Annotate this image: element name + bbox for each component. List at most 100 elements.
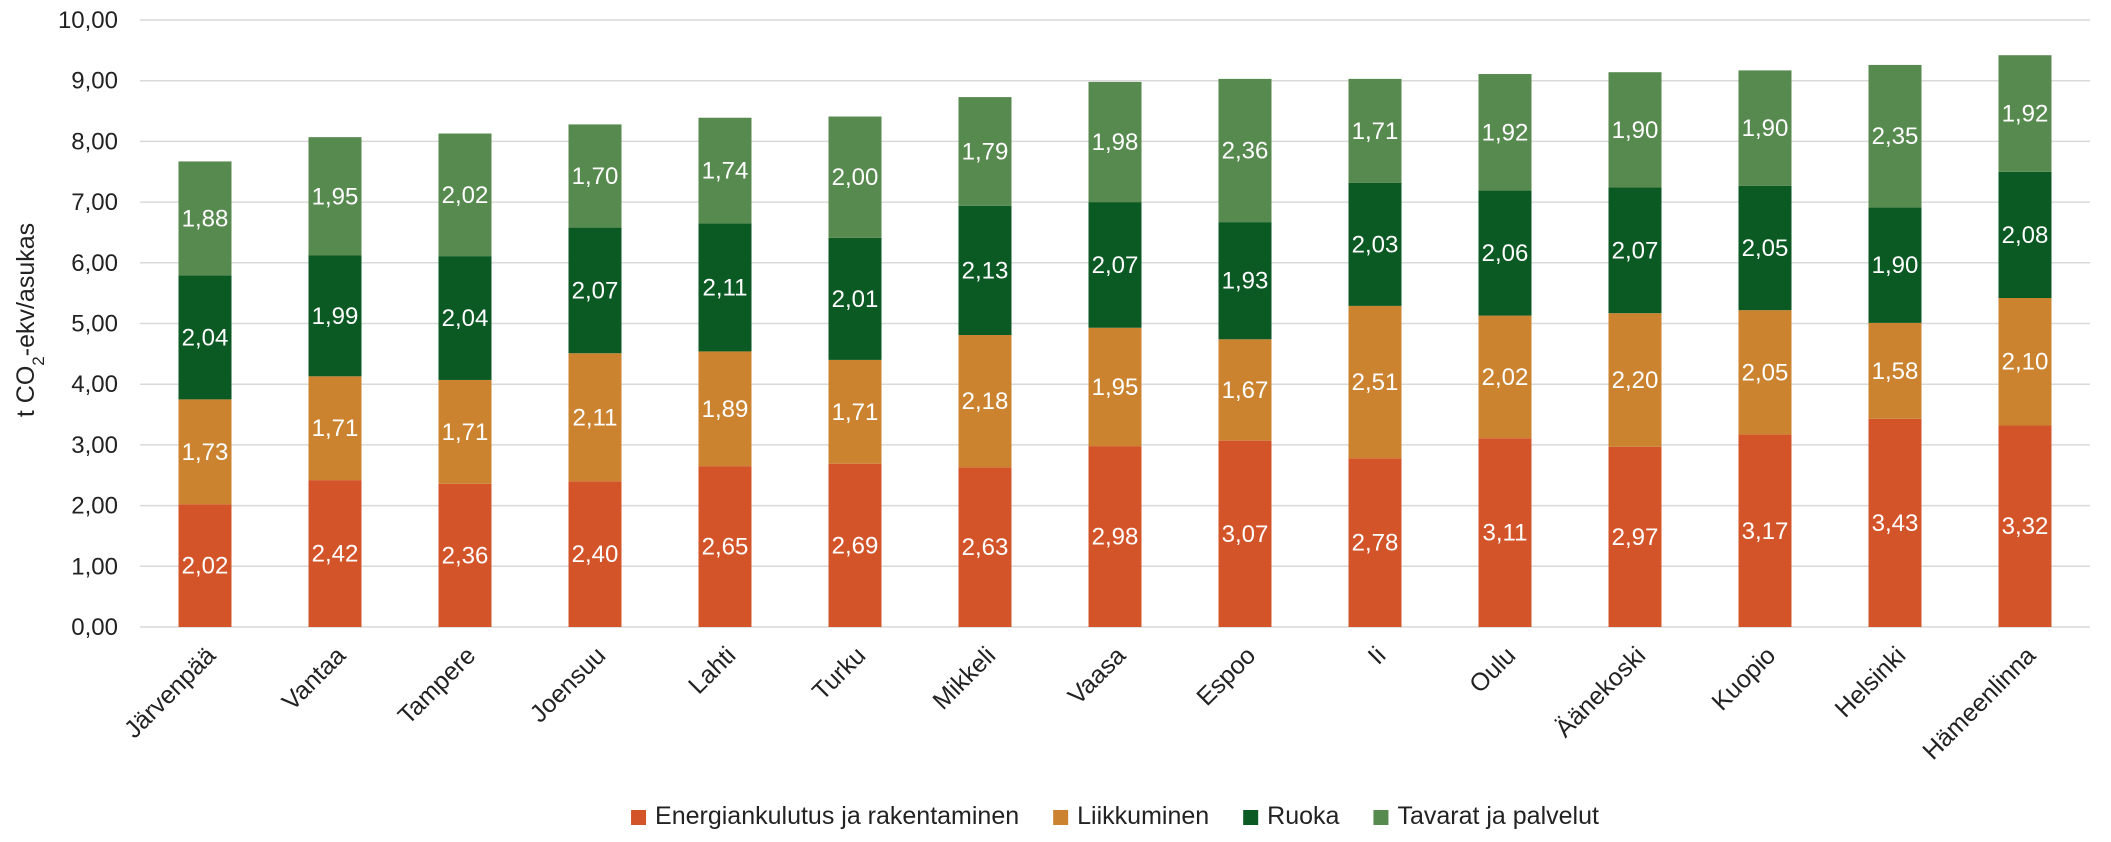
x-tick-label: Oulu	[1464, 641, 1521, 698]
legend-swatch	[1053, 810, 1069, 825]
bar-segment	[308, 480, 362, 627]
bar-segment	[1998, 55, 2052, 172]
data-label: 1,89	[702, 396, 749, 423]
legend-label: Liikkuminen	[1077, 802, 1209, 830]
y-tick-label: 1,00	[71, 553, 118, 580]
data-label: 3,07	[1222, 521, 1269, 548]
data-label: 1,99	[312, 303, 359, 330]
bar-segment	[438, 379, 492, 484]
bar-segment	[438, 256, 492, 380]
legend-label: Energiankulutus ja rakentaminen	[655, 802, 1019, 830]
data-label: 1,73	[182, 439, 229, 466]
bar-segment	[1608, 446, 1662, 627]
y-tick-label: 10,00	[58, 7, 118, 34]
bar-segment	[568, 124, 622, 228]
data-label: 2,01	[832, 286, 879, 313]
data-label: 1,90	[1742, 115, 1789, 142]
bar-segment	[178, 161, 232, 276]
x-tick-label: Äänekoski	[1550, 641, 1651, 742]
bar-segment	[698, 223, 752, 352]
bar-segment	[1478, 438, 1532, 627]
bar-segment	[1608, 72, 1662, 188]
bar-segment	[1738, 310, 1792, 435]
data-label: 2,97	[1612, 524, 1659, 551]
bar-segment	[1738, 185, 1792, 311]
legend-label: Ruoka	[1267, 802, 1339, 830]
data-label: 2,06	[1482, 240, 1529, 267]
x-tick-label: Ii	[1363, 641, 1392, 670]
bar-segment	[178, 275, 232, 400]
x-tick-label: Lahti	[683, 641, 741, 699]
x-tick-label: Kuopio	[1706, 641, 1781, 716]
bar-segment	[1998, 425, 2052, 627]
bar-segment	[308, 255, 362, 377]
data-label: 2,04	[442, 305, 489, 332]
data-label: 1,67	[1222, 377, 1269, 404]
data-label: 1,95	[1092, 374, 1139, 401]
data-label: 2,63	[962, 534, 1009, 561]
data-label: 2,02	[182, 553, 229, 580]
data-label: 1,93	[1222, 268, 1269, 295]
data-label: 3,43	[1872, 510, 1919, 537]
bar-segment	[1998, 298, 2052, 426]
bar-segment	[958, 97, 1012, 206]
bar-segment	[958, 205, 1012, 336]
bar-segment	[438, 483, 492, 627]
data-label: 2,18	[962, 388, 1009, 415]
bar-segment	[1608, 313, 1662, 447]
y-tick-label: 6,00	[71, 250, 118, 277]
data-label: 1,90	[1872, 252, 1919, 279]
data-label: 1,71	[312, 415, 359, 442]
data-label: 2,78	[1352, 530, 1399, 557]
data-label: 2,05	[1742, 359, 1789, 386]
data-label: 2,05	[1742, 235, 1789, 262]
bar-segment	[1478, 315, 1532, 439]
bars	[178, 55, 2052, 627]
bar-segment	[568, 353, 622, 482]
data-label: 2,42	[312, 541, 359, 568]
data-label: 2,65	[702, 534, 749, 561]
bar-segment	[828, 463, 882, 627]
x-tick-label: Tampere	[393, 641, 482, 730]
data-label: 2,35	[1872, 123, 1919, 150]
data-label: 2,07	[572, 277, 619, 304]
bar-segment	[1348, 78, 1402, 183]
bar-segment	[1998, 171, 2052, 299]
bar-segment	[1218, 78, 1272, 223]
data-label: 2,51	[1352, 369, 1399, 396]
legend-swatch	[631, 810, 647, 825]
bar-segment	[178, 504, 232, 627]
y-tick-label: 4,00	[71, 371, 118, 398]
data-label: 2,11	[573, 404, 618, 431]
data-label: 2,00	[832, 164, 879, 191]
data-label: 1,95	[312, 183, 359, 210]
legend-swatch	[1243, 810, 1259, 825]
bar-segment	[828, 116, 882, 238]
legend: Energiankulutus ja rakentaminen Liikkumin…	[631, 802, 1599, 830]
bar-segment	[1608, 187, 1662, 314]
y-tick-label: 7,00	[71, 189, 118, 216]
bar-segment	[1868, 322, 1922, 419]
bar-segment	[698, 351, 752, 467]
data-label: 1,71	[442, 419, 489, 446]
y-tick-label: 9,00	[71, 68, 118, 95]
data-label: 1,74	[702, 158, 749, 185]
data-label: 3,17	[1742, 518, 1789, 545]
data-label: 2,08	[2002, 222, 2049, 249]
data-label: 1,70	[572, 163, 619, 190]
data-label: 2,20	[1612, 367, 1659, 394]
data-label: 2,02	[442, 182, 489, 209]
bar-segment	[1348, 305, 1402, 459]
x-tick-label: Turku	[807, 641, 871, 705]
data-label: 3,11	[1483, 520, 1528, 547]
data-label: 1,90	[1612, 117, 1659, 144]
bar-segment	[1348, 458, 1402, 627]
y-tick-label: 5,00	[71, 311, 118, 338]
bar-segment	[1738, 70, 1792, 186]
bar-segment	[568, 227, 622, 354]
data-label: 2,02	[1482, 364, 1529, 391]
data-label: 1,92	[1482, 119, 1529, 146]
data-label: 2,13	[962, 257, 1009, 284]
